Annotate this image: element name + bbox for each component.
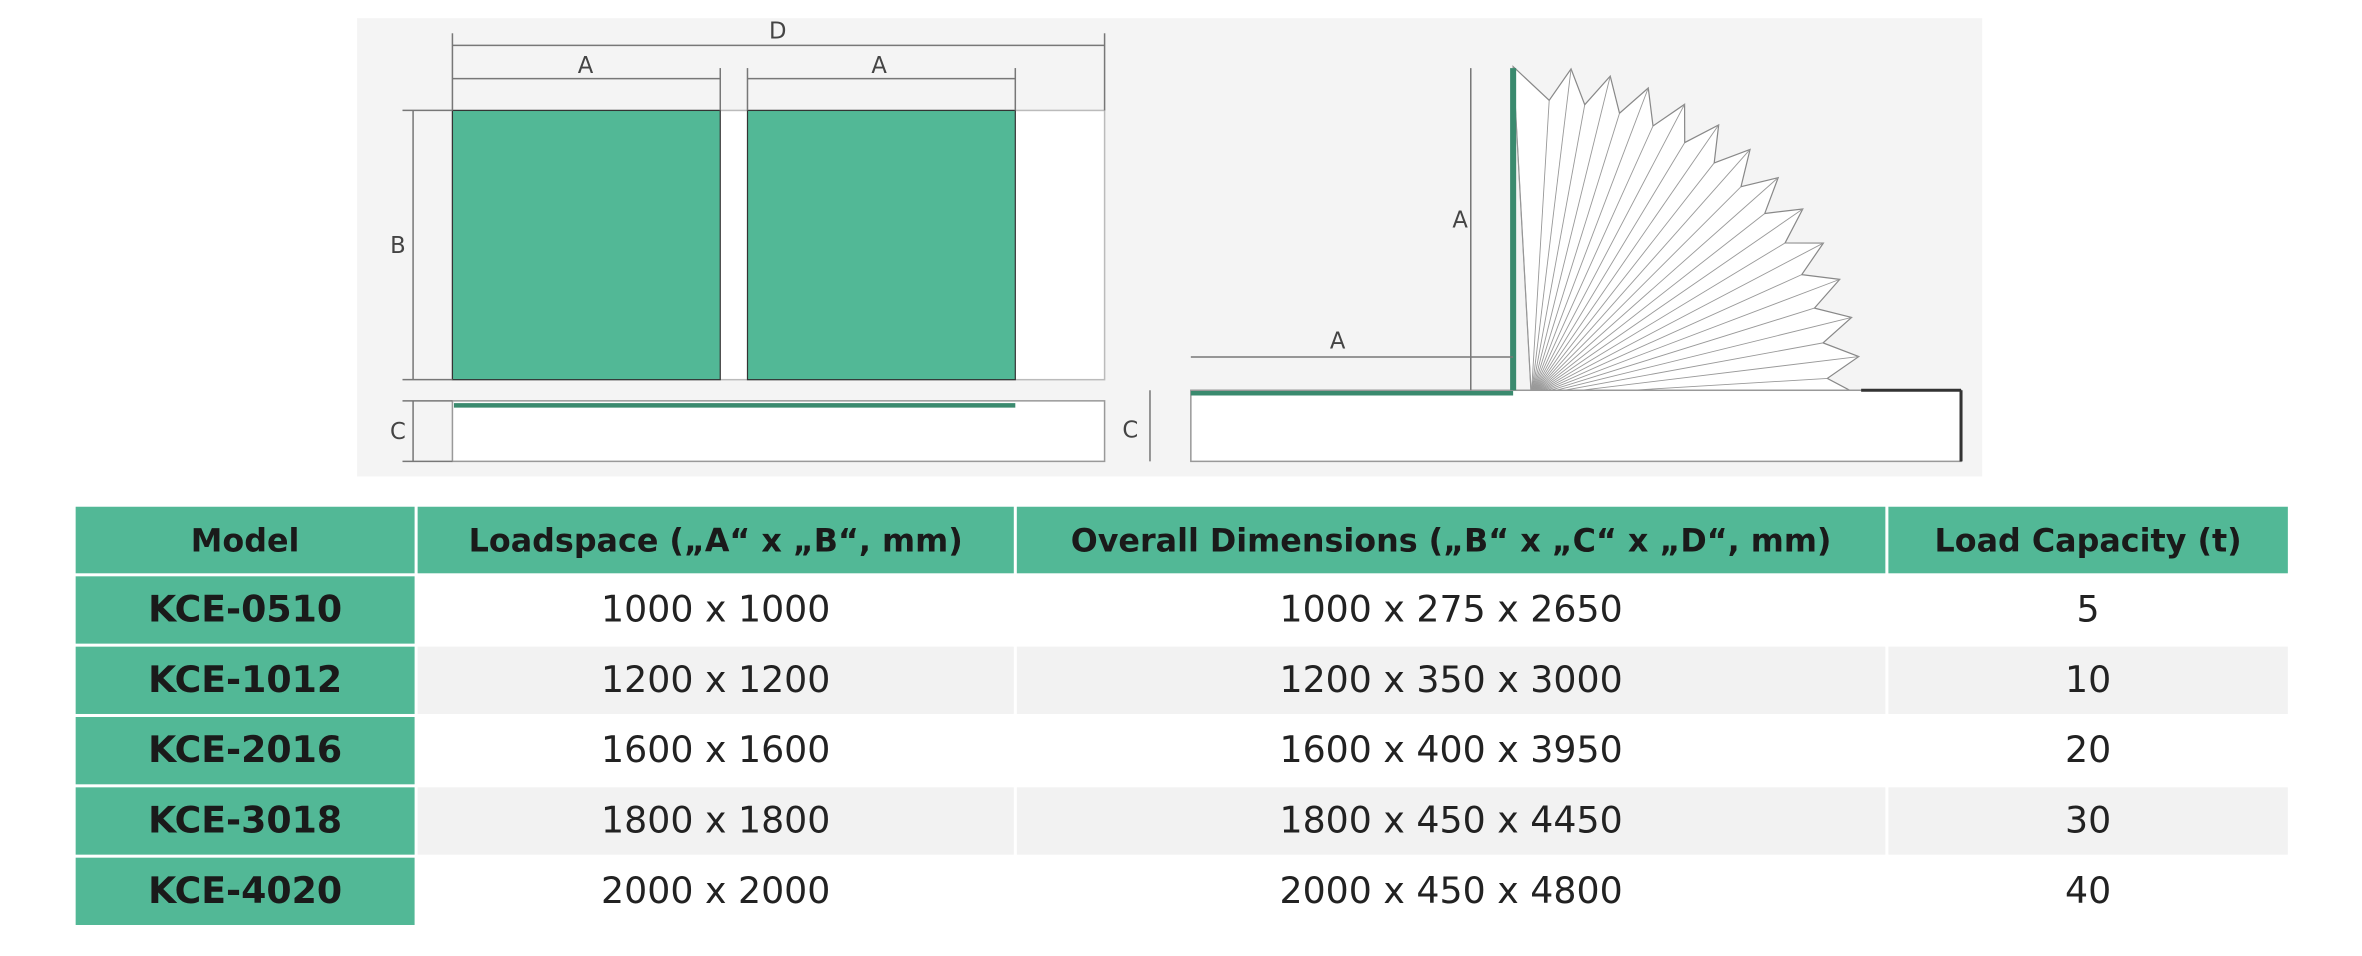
dimension-label: A xyxy=(1452,207,1468,233)
fan-crease xyxy=(1530,104,1685,397)
model-name: KCE-4020 xyxy=(148,869,342,912)
table-cell xyxy=(1888,717,2288,785)
fan-crease xyxy=(1530,104,1586,397)
dimension-label: A xyxy=(578,53,594,79)
cell-value: 1000 x 275 x 2650 xyxy=(1279,587,1622,630)
fan-crease xyxy=(1530,149,1751,397)
table-cell xyxy=(1016,576,1886,644)
table-cell xyxy=(1888,646,2288,714)
cell-value: 5 xyxy=(2077,587,2100,630)
cell-value: 1200 x 1200 xyxy=(601,658,830,701)
fan-crease xyxy=(1530,100,1550,397)
table-cell xyxy=(417,717,1014,785)
table-cell xyxy=(417,646,1014,714)
header-label: Overall Dimensions („B“ x „C“ x „D“, mm) xyxy=(1071,523,1832,559)
model-name: KCE-3018 xyxy=(148,799,342,842)
model-cell xyxy=(75,787,415,855)
spec-table: Model Loadspace („A“ x „B“, mm) Overall Di… xyxy=(75,506,2288,925)
fan-crease xyxy=(1531,208,1804,397)
table-cell xyxy=(1016,646,1886,714)
dimension-label: B xyxy=(390,233,406,259)
cell-value: 1800 x 450 x 4450 xyxy=(1279,799,1622,842)
fan-crease xyxy=(1531,316,1852,397)
cell-value: 10 xyxy=(2065,658,2111,701)
table-cell xyxy=(1016,717,1886,785)
cell-value: 1600 x 400 x 3950 xyxy=(1279,728,1622,771)
header-label: Load Capacity (t) xyxy=(1935,523,2242,559)
cell-value: 1200 x 350 x 3000 xyxy=(1279,658,1622,701)
fan-crease xyxy=(1531,274,1802,397)
fan-crease xyxy=(1531,213,1766,397)
fan-crease xyxy=(1531,342,1824,397)
base xyxy=(1190,389,1962,463)
fan-folding xyxy=(1512,65,1862,403)
fan-crease xyxy=(1530,76,1611,397)
header-cell xyxy=(75,506,415,574)
fan-crease xyxy=(1530,162,1715,397)
cell-value: 40 xyxy=(2065,869,2111,912)
model-name: KCE-0510 xyxy=(148,587,342,630)
diagrams: D A A B C A A C xyxy=(357,18,1983,477)
fan-crease xyxy=(1530,124,1720,397)
dimension-label: D xyxy=(769,18,786,44)
cell-value: 20 xyxy=(2065,728,2111,771)
dimension-label: C xyxy=(390,419,406,445)
table-cell xyxy=(417,787,1014,855)
cell-value: 1000 x 1000 xyxy=(601,587,830,630)
panel xyxy=(451,109,721,381)
header-cell xyxy=(1016,506,1886,574)
dimension-label: C xyxy=(1122,418,1138,444)
model-name: KCE-1012 xyxy=(148,658,342,701)
model-cell xyxy=(75,717,415,785)
base xyxy=(451,400,1106,463)
cell-value: 30 xyxy=(2065,799,2111,842)
table-cell xyxy=(417,576,1014,644)
header-label: Model xyxy=(191,523,300,559)
fan-crease xyxy=(1530,87,1649,397)
cell-value: 2000 x 450 x 4800 xyxy=(1279,869,1622,912)
header-label: Loadspace („A“ x „B“, mm) xyxy=(469,523,963,559)
fan-crease xyxy=(1530,125,1654,397)
fan-crease xyxy=(1531,242,1786,397)
fan-crease xyxy=(1530,186,1742,397)
table-cell xyxy=(417,857,1014,925)
fan-crease xyxy=(1530,113,1620,397)
table-cell xyxy=(1888,787,2288,855)
cell-value: 1600 x 1600 xyxy=(601,728,830,771)
fan-crease xyxy=(1531,242,1824,397)
table-cell xyxy=(1016,787,1886,855)
model-cell xyxy=(75,646,415,714)
fan-crease xyxy=(1531,307,1815,397)
header-cell xyxy=(417,506,1014,574)
cell-value: 1800 x 1800 xyxy=(601,799,830,842)
table-cell xyxy=(1888,857,2288,925)
dimension-label: A xyxy=(1330,328,1346,354)
model-cell xyxy=(75,576,415,644)
fan-crease xyxy=(1530,177,1779,397)
cell-value: 2000 x 2000 xyxy=(601,869,830,912)
dimension-label: A xyxy=(871,53,887,79)
table-cell xyxy=(1888,576,2288,644)
table-cell xyxy=(1016,857,1886,925)
fan-crease xyxy=(1531,278,1840,397)
panel xyxy=(746,109,1016,381)
fan-crease xyxy=(1530,142,1686,397)
model-name: KCE-2016 xyxy=(148,728,342,771)
model-cell xyxy=(75,857,415,925)
fan-crease xyxy=(1530,68,1572,397)
header-cell xyxy=(1888,506,2288,574)
